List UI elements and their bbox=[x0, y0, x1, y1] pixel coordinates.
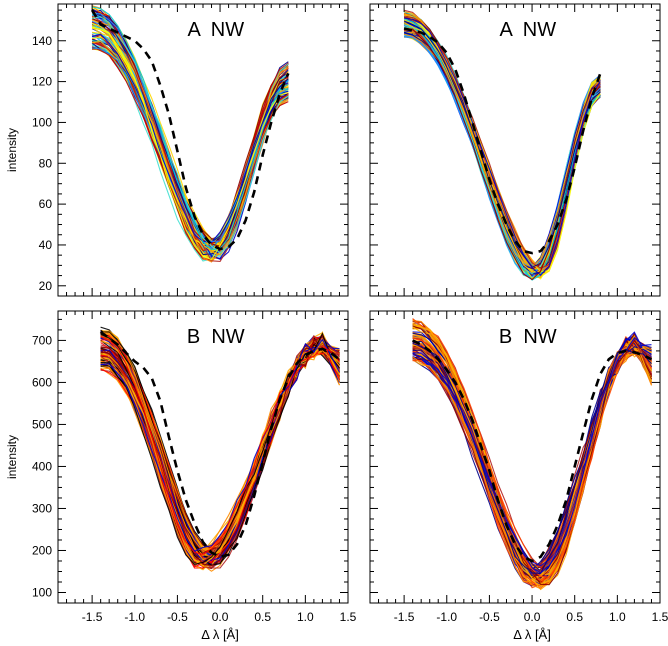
profile-line bbox=[412, 324, 653, 585]
profile-line bbox=[91, 6, 289, 251]
profile-line bbox=[100, 331, 340, 553]
panel-label: B NW bbox=[499, 326, 557, 348]
y-tick-label: 60 bbox=[39, 197, 53, 211]
profile-line bbox=[100, 338, 340, 552]
x-tick-label: 1.5 bbox=[652, 610, 668, 624]
y-tick-label: 500 bbox=[32, 417, 52, 431]
y-tick-label: 300 bbox=[32, 501, 52, 515]
panel-label: A NW bbox=[187, 19, 244, 41]
y-tick-label: 400 bbox=[32, 459, 52, 473]
y-tick-label: 100 bbox=[32, 585, 52, 599]
profile-line bbox=[91, 21, 289, 262]
panel-2: A NW bbox=[369, 3, 661, 297]
profile-line bbox=[100, 333, 340, 566]
plot-area bbox=[412, 318, 653, 591]
profile-line bbox=[100, 335, 340, 555]
reference-dashed-line bbox=[99, 330, 341, 559]
profile-line bbox=[100, 335, 340, 550]
profile-line bbox=[412, 336, 652, 574]
panel-label: A NW bbox=[499, 19, 556, 41]
y-tick-label: 100 bbox=[32, 115, 52, 129]
x-tick-label: -1.0 bbox=[124, 610, 145, 624]
x-tick-label: -0.5 bbox=[167, 610, 188, 624]
x-tick-label: -1.0 bbox=[436, 610, 457, 624]
profile-line bbox=[100, 332, 340, 570]
reference-dashed-line bbox=[90, 9, 290, 251]
panel-4: -1.5 -1.0 -0.5 0.0 0.5 1.0 1.5 Δ λ [Å] B NW bbox=[369, 310, 668, 642]
profile-line bbox=[404, 26, 601, 281]
profile-line bbox=[100, 335, 340, 555]
x-tick-label: 0.5 bbox=[566, 610, 583, 624]
y-tick-label: 80 bbox=[39, 156, 53, 170]
x-tick-label: -0.5 bbox=[479, 610, 500, 624]
y-tick-label: 700 bbox=[32, 333, 52, 347]
x-axis-label: Δ λ [Å] bbox=[201, 627, 239, 642]
profile-line bbox=[91, 16, 289, 254]
profile-line bbox=[412, 340, 652, 581]
panel-1: 20 40 60 80 100 120 140 intensity A NW bbox=[5, 3, 349, 297]
y-axis-label: intensity bbox=[5, 128, 19, 172]
plot-area bbox=[90, 5, 290, 263]
x-tick-label: -1.5 bbox=[394, 610, 415, 624]
profile-line bbox=[100, 334, 340, 556]
y-tick-label: 120 bbox=[32, 75, 52, 89]
plot-area bbox=[403, 9, 602, 281]
x-tick-label: 1.0 bbox=[297, 610, 314, 624]
x-tick-label: 1.0 bbox=[609, 610, 626, 624]
profile-line bbox=[100, 334, 340, 563]
y-axis-label: intensity bbox=[5, 435, 19, 479]
profile-line bbox=[412, 337, 652, 578]
profile-line bbox=[404, 28, 601, 281]
profile-line bbox=[91, 33, 289, 243]
x-tick-label: 1.5 bbox=[340, 610, 357, 624]
plot-area bbox=[99, 326, 341, 572]
profile-line bbox=[403, 20, 601, 268]
profile-line bbox=[100, 332, 340, 565]
x-tick-label: 0.0 bbox=[524, 610, 541, 624]
y-tick-label: 200 bbox=[32, 543, 52, 557]
profile-line bbox=[412, 342, 652, 574]
reference-dashed-line bbox=[412, 339, 653, 563]
x-axis-label: Δ λ [Å] bbox=[513, 627, 551, 642]
profile-line bbox=[100, 334, 340, 561]
panel-3: 100 200 300 400 500 600 700 intensity -1.5 -1.0 -0… bbox=[5, 310, 357, 642]
y-tick-label: 20 bbox=[39, 279, 53, 293]
y-tick-label: 140 bbox=[32, 34, 52, 48]
profile-line bbox=[100, 334, 340, 556]
x-tick-label: 0.0 bbox=[212, 610, 229, 624]
profile-line bbox=[91, 22, 289, 261]
profile-line bbox=[91, 8, 289, 243]
profile-line bbox=[100, 334, 340, 557]
panel-label: B NW bbox=[187, 326, 245, 348]
x-tick-label: -1.5 bbox=[82, 610, 103, 624]
y-tick-label: 600 bbox=[32, 375, 52, 389]
x-tick-label: 0.5 bbox=[254, 610, 271, 624]
reference-dashed-line bbox=[403, 27, 602, 255]
y-tick-label: 40 bbox=[39, 238, 53, 252]
